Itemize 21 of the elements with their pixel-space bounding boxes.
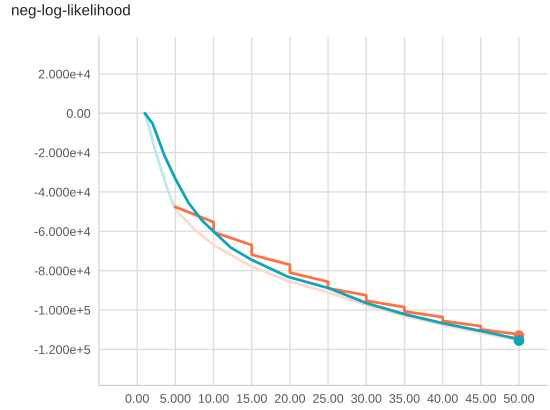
x-tick-label: 0.00 <box>126 394 149 403</box>
chart-title: neg-log-likelihood <box>12 4 130 18</box>
y-tick-label: -6.000e+4 <box>34 227 90 236</box>
line-series <box>143 112 177 212</box>
y-tick-label: -1.200e+5 <box>34 345 90 354</box>
x-tick-label: 35.00 <box>389 394 420 403</box>
x-tick-label: 45.00 <box>465 394 496 403</box>
x-tick-label: 40.00 <box>427 394 458 403</box>
x-tick-label: 20.00 <box>274 394 306 403</box>
y-tick-label: -4.000e+4 <box>34 188 90 197</box>
x-tick-label: 25.00 <box>313 394 344 403</box>
x-tick-label: 30.00 <box>351 394 382 403</box>
x-tick-label: 15.00 <box>237 394 267 403</box>
y-tick-label: -1.000e+5 <box>34 306 90 315</box>
y-tick-label: 0.00 <box>66 109 90 118</box>
y-tick-label: -2.000e+4 <box>34 148 90 158</box>
x-tick-label: 10.00 <box>198 394 229 403</box>
y-tick-label: -8.000e+4 <box>34 266 90 276</box>
x-tick-label: 5.000 <box>160 394 191 403</box>
x-tick-label: 50.00 <box>504 394 534 403</box>
y-tick-label: 2.000e+4 <box>38 70 90 79</box>
